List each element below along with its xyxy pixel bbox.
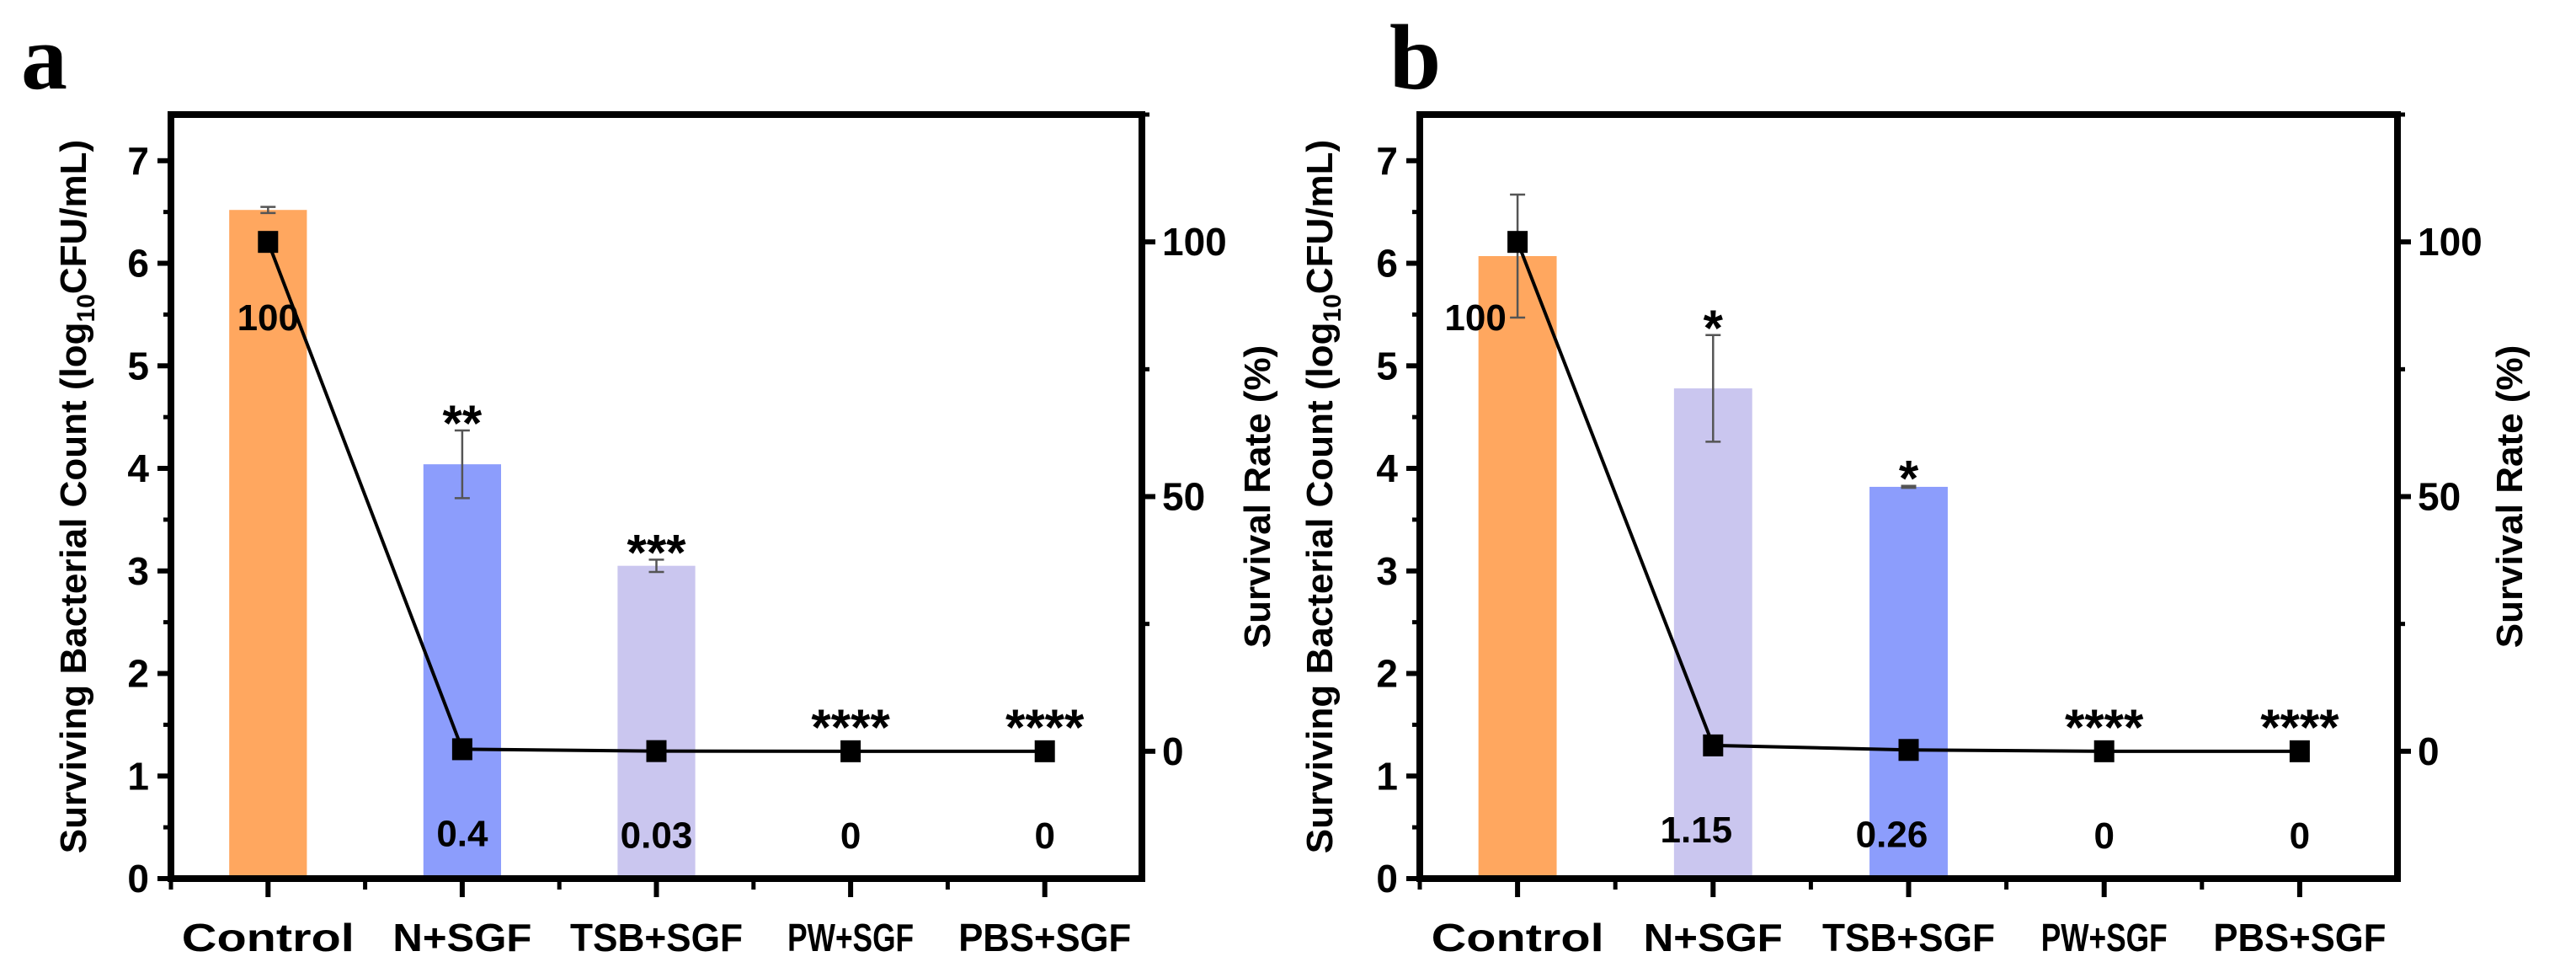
y-tick-label: 2 — [1376, 652, 1398, 696]
survival-rate-point — [2093, 740, 2115, 762]
y-tick-label: 1 — [1376, 754, 1398, 798]
y-tick-label: 3 — [1376, 549, 1398, 593]
y-axis-label-subscript: 10 — [1319, 294, 1347, 322]
survival-rate-point — [1703, 734, 1724, 756]
y2-tick-label: 0 — [1162, 729, 1184, 773]
bar-control — [1478, 256, 1557, 879]
survival-rate-point — [1034, 740, 1055, 762]
survival-rate-point — [1898, 739, 1919, 762]
y-tick-label: 1 — [127, 754, 149, 798]
y-axis-label-subscript: 10 — [72, 294, 100, 322]
survival-rate-label: 0 — [1034, 815, 1054, 857]
x-tick-label: N+SGF — [392, 916, 531, 959]
error-bar — [648, 558, 664, 574]
bar-control — [229, 210, 307, 879]
panel-letter: b — [1389, 6, 1441, 109]
survival-rate-label: 0 — [2290, 815, 2310, 857]
bar-tsb-sgf — [617, 565, 696, 879]
y-tick-label: 4 — [1376, 446, 1398, 490]
significance-marker: ** — [443, 395, 483, 452]
y-tick-label: 6 — [1376, 242, 1398, 286]
error-bar — [1901, 484, 1917, 489]
significance-marker: * — [1899, 451, 1919, 507]
y2-axis-label: Survival Rate (%) — [2489, 345, 2531, 648]
survival-rate-label: 100 — [237, 297, 299, 339]
x-tick-label: Control — [1432, 916, 1604, 959]
survival-rate-point — [840, 740, 861, 762]
x-tick-label: PW+SGF — [2041, 916, 2168, 959]
y-axis-label-unit: CFU/mL) — [1299, 140, 1341, 294]
bar-tsb-sgf — [1869, 486, 1948, 879]
significance-marker: *** — [627, 524, 686, 580]
y-axis-label-main: Surviving Bacterial Count (log — [1299, 322, 1341, 853]
y-axis-label-main: Surviving Bacterial Count (log — [53, 322, 94, 853]
y-tick-label: 0 — [1376, 857, 1398, 901]
bar-n-sgf — [423, 464, 502, 879]
y-tick-label: 7 — [1376, 139, 1398, 183]
survival-rate-point — [258, 231, 279, 254]
x-tick-label: TSB+SGF — [1822, 916, 1995, 959]
survival-rate-point — [1507, 231, 1528, 254]
y-tick-label: 2 — [127, 652, 149, 696]
y-axis-label: Surviving Bacterial Count (log10CFU/mL) — [1299, 140, 1347, 853]
error-bar — [1510, 193, 1526, 319]
y2-tick-label: 0 — [2418, 729, 2440, 773]
survival-rate-label: 0.26 — [1856, 814, 1928, 855]
survival-rate-point — [2289, 740, 2310, 762]
x-tick-label: N+SGF — [1644, 916, 1783, 959]
y-tick-label: 6 — [127, 242, 149, 286]
survival-rate-label: 100 — [1444, 297, 1506, 339]
y2-tick-label: 100 — [1162, 220, 1227, 264]
y-tick-label: 5 — [1376, 344, 1398, 387]
significance-marker: * — [1704, 300, 1724, 356]
survival-rate-label: 0.4 — [436, 813, 488, 854]
panel-letter: a — [21, 6, 67, 109]
y-tick-label: 3 — [127, 549, 149, 593]
x-tick-label: PBS+SGF — [958, 916, 1131, 959]
y2-tick-label: 50 — [2418, 475, 2461, 519]
survival-rate-label: 0.03 — [621, 815, 693, 857]
y-axis-label: Surviving Bacterial Count (log10CFU/mL) — [53, 140, 100, 853]
bar-n-sgf — [1673, 388, 1752, 879]
error-bar — [1705, 334, 1721, 443]
survival-rate-point — [646, 740, 667, 762]
y2-tick-label: 100 — [2418, 220, 2483, 264]
y-tick-label: 0 — [127, 857, 149, 901]
error-bar — [454, 429, 470, 500]
survival-rate-label: 0 — [840, 815, 861, 857]
x-tick-label: PW+SGF — [787, 916, 914, 959]
survival-rate-point — [451, 738, 472, 761]
x-tick-label: PBS+SGF — [2213, 916, 2386, 959]
survival-rate-label: 1.15 — [1660, 810, 1732, 851]
y-axis-label-unit: CFU/mL) — [53, 140, 94, 294]
y-tick-label: 4 — [127, 446, 149, 490]
survival-rate-label: 0 — [2093, 815, 2114, 857]
x-tick-label: Control — [182, 916, 355, 959]
error-bar — [260, 206, 276, 215]
x-tick-label: TSB+SGF — [570, 916, 743, 959]
y2-axis-label: Survival Rate (%) — [1237, 345, 1278, 648]
y2-tick-label: 50 — [1162, 475, 1205, 519]
y-tick-label: 7 — [127, 139, 149, 183]
y-tick-label: 5 — [127, 344, 149, 387]
